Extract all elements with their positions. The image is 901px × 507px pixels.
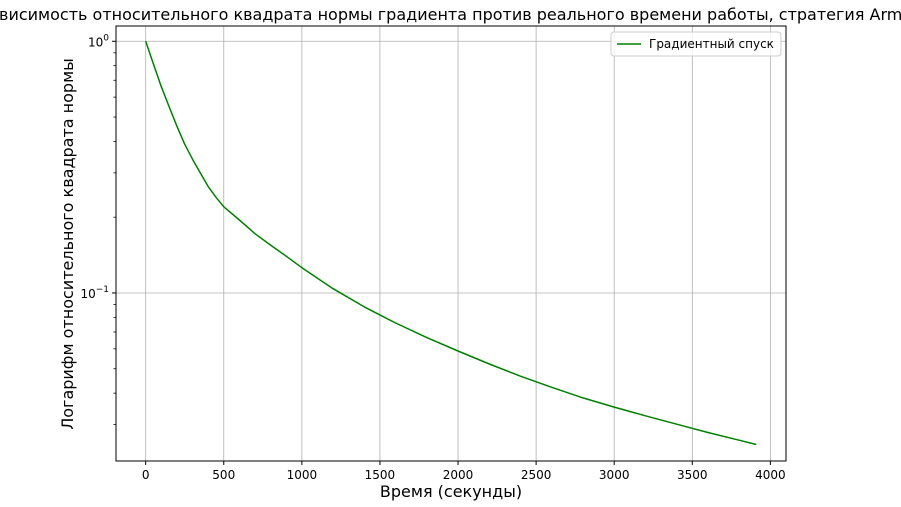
y-tick-label: 100 <box>88 33 109 49</box>
grid-layer <box>116 26 786 461</box>
line-layer <box>144 41 757 446</box>
plot-frame <box>115 25 787 462</box>
x-tick-label: 3500 <box>677 468 708 482</box>
y-tick-label: 10−1 <box>80 285 109 301</box>
x-tick-label: 0 <box>142 468 150 482</box>
x-tick-label: 4000 <box>755 468 786 482</box>
x-tick-label: 500 <box>212 468 235 482</box>
x-axis-ticks: 0 500 1000 1500 2000 2500 3000 3500 4000 <box>142 461 786 482</box>
x-tick-label: 2000 <box>443 468 474 482</box>
x-tick-label: 1000 <box>287 468 318 482</box>
y-axis-ticks: 100 10−1 <box>80 33 116 425</box>
series-line-gradient-descent <box>144 41 757 446</box>
x-tick-label: 1500 <box>365 468 396 482</box>
x-tick-label: 2500 <box>521 468 552 482</box>
y-axis-label: Логарифм относительного квадрата нормы <box>58 58 77 430</box>
legend: Градиентный спуск <box>610 31 782 57</box>
legend-label: Градиентный спуск <box>649 37 774 51</box>
chart-title: Зависимость относительного квадрата норм… <box>0 5 901 24</box>
legend-box <box>610 31 782 57</box>
x-tick-label: 3000 <box>599 468 630 482</box>
x-axis-label: Время (секунды) <box>380 482 522 501</box>
